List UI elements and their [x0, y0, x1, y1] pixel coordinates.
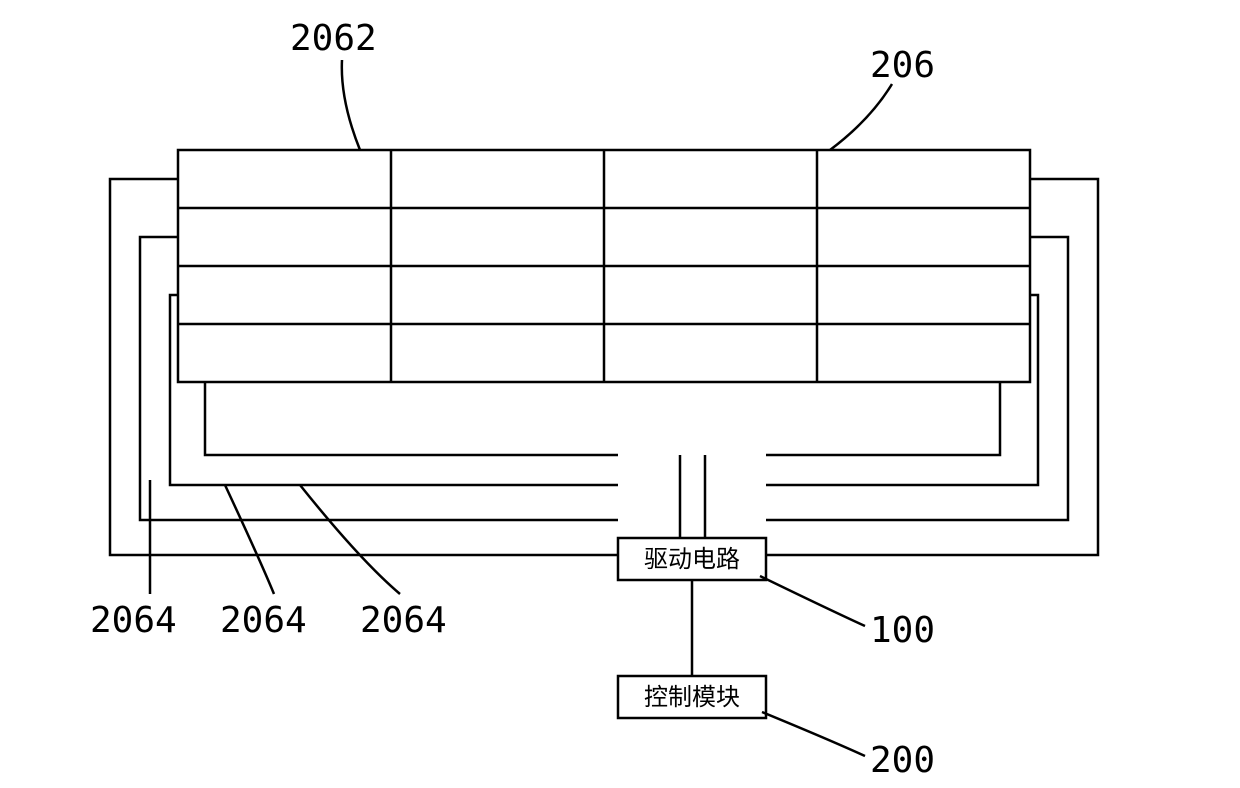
label-200: 200 [870, 740, 935, 781]
leader-2062 [342, 60, 360, 150]
leader-100 [760, 576, 865, 626]
diagram-canvas: 驱动电路控制模块 2062 206 2064 2064 2064 100 200 [0, 0, 1240, 788]
label-2064-b: 2064 [220, 600, 307, 641]
leader-2064b [225, 485, 274, 594]
label-100: 100 [870, 610, 935, 651]
label-2064-a: 2064 [90, 600, 177, 641]
leader-200 [762, 712, 865, 756]
leader-206 [830, 84, 892, 150]
label-2062: 2062 [290, 18, 377, 59]
trace-row4-right [766, 382, 1000, 455]
trace-row2-left [140, 237, 618, 520]
leader-2064c [300, 485, 400, 594]
trace-row1-left [110, 179, 618, 555]
trace-row4-left [205, 382, 618, 455]
control-label: 控制模块 [644, 684, 740, 711]
label-206: 206 [870, 45, 935, 86]
driver-label: 驱动电路 [644, 546, 740, 573]
diagram-svg: 驱动电路控制模块 [0, 0, 1240, 788]
label-2064-c: 2064 [360, 600, 447, 641]
trace-row2-right [766, 237, 1068, 520]
